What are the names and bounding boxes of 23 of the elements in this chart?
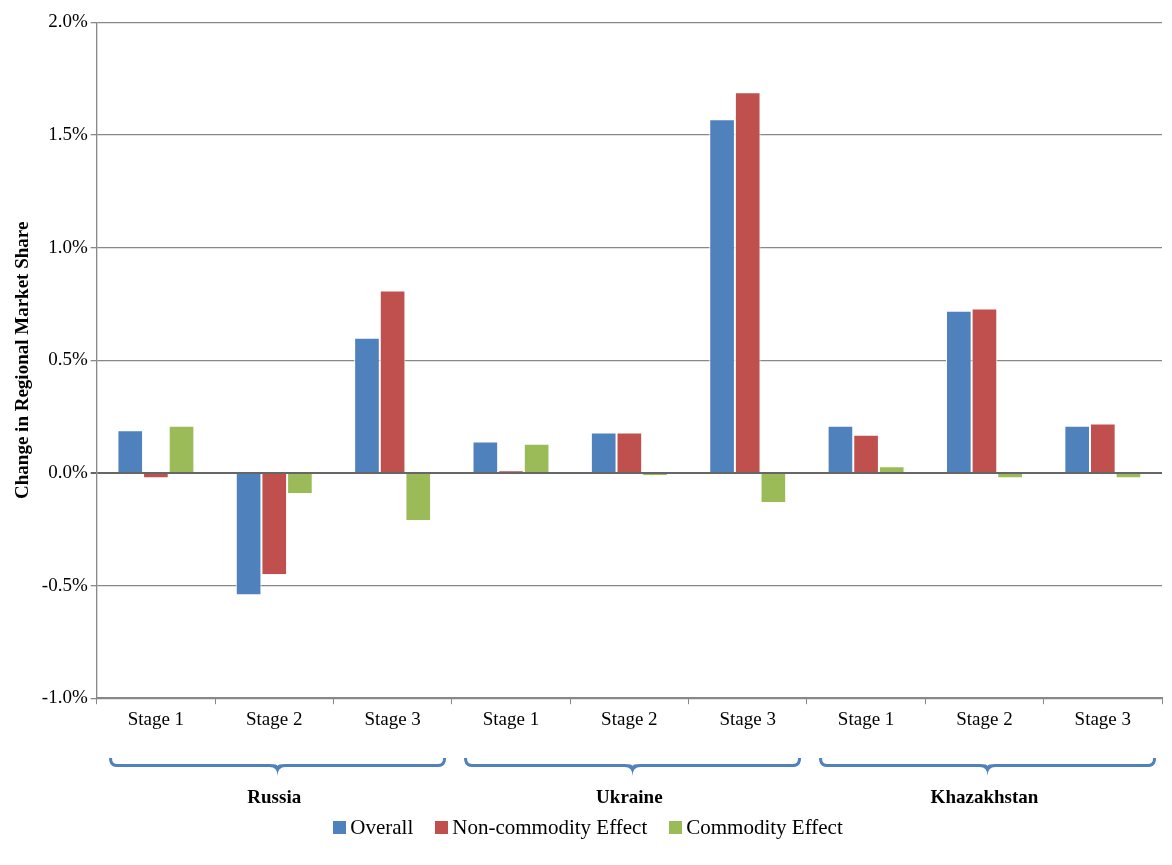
x-tick-label: Stage 2 bbox=[246, 707, 303, 729]
x-tick-label: Stage 1 bbox=[127, 707, 185, 729]
text: Russia bbox=[247, 786, 302, 808]
y-tick-label: 0.5% bbox=[48, 348, 88, 370]
x-tick-label: Stage 1 bbox=[837, 707, 895, 729]
y-tick-label: 1.5% bbox=[48, 123, 88, 145]
text: Khazakhstan bbox=[930, 786, 1039, 808]
y-tick-label: -0.5% bbox=[41, 573, 88, 595]
legend-label: Non-commodity Effect bbox=[452, 815, 648, 840]
y-tick-label: 1.0% bbox=[48, 235, 88, 257]
y-axis-title: Change in Regional Market Share bbox=[11, 221, 33, 499]
legend-label: Overall bbox=[350, 815, 414, 840]
y-tick-label: 2.0% bbox=[48, 10, 88, 32]
x-tick-label: Stage 2 bbox=[956, 707, 1013, 729]
text: Ukraine bbox=[596, 786, 663, 808]
y-tick-label: 0.0% bbox=[48, 460, 88, 482]
x-tick-label: Stage 3 bbox=[719, 707, 776, 729]
x-tick-label: Stage 3 bbox=[364, 707, 421, 729]
x-tick-label: Stage 1 bbox=[482, 707, 540, 729]
x-tick-label: Stage 2 bbox=[601, 707, 658, 729]
x-tick-label: Stage 3 bbox=[1074, 707, 1132, 729]
y-tick-label: -1.0% bbox=[41, 686, 88, 708]
legend-label: Commodity Effect bbox=[686, 815, 843, 840]
